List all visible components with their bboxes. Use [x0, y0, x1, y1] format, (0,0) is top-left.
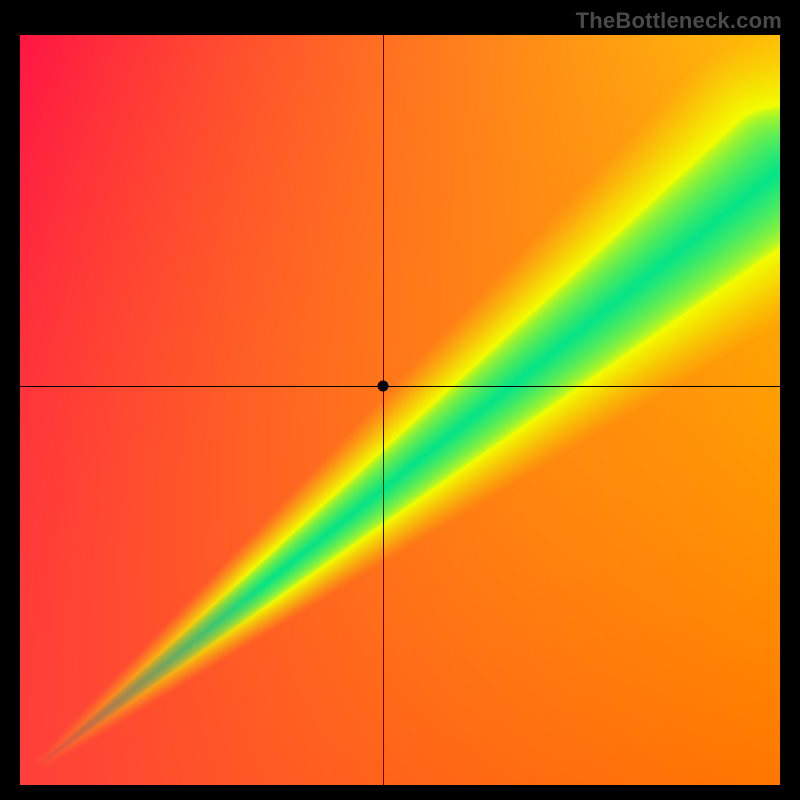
- watermark-text: TheBottleneck.com: [576, 8, 782, 34]
- plot-area: [20, 35, 780, 785]
- heatmap-canvas: [20, 35, 780, 785]
- crosshair-marker: [378, 381, 389, 392]
- chart-container: TheBottleneck.com: [0, 0, 800, 800]
- crosshair-horizontal: [20, 386, 780, 387]
- crosshair-vertical: [383, 35, 384, 785]
